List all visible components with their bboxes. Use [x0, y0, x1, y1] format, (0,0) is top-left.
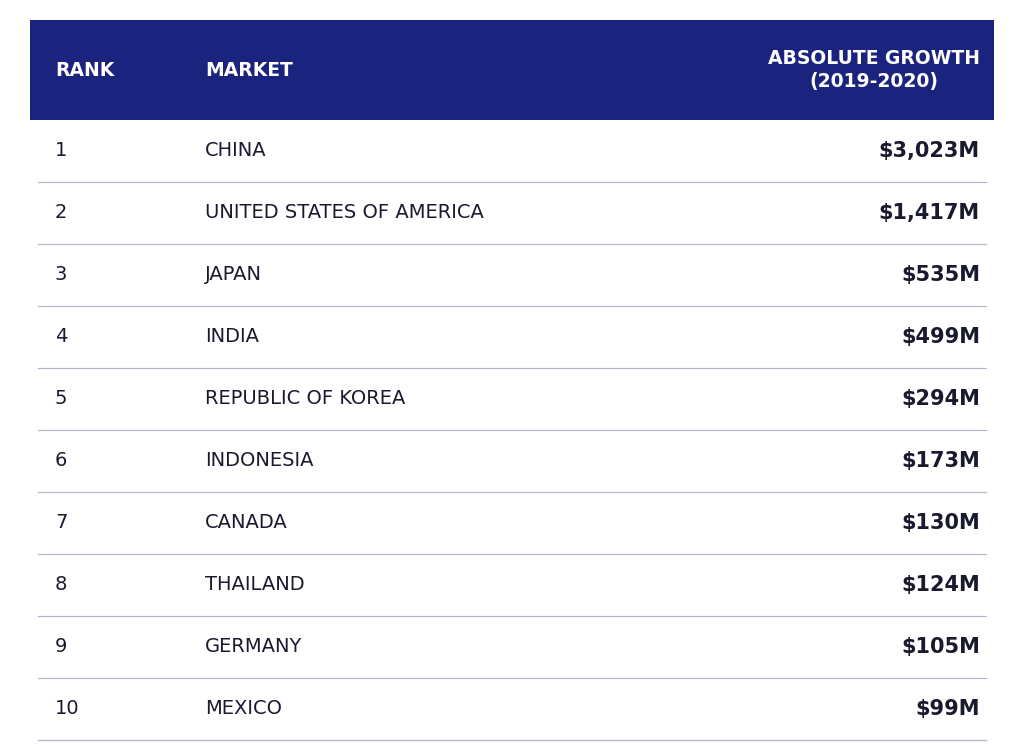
Text: $535M: $535M [901, 265, 980, 285]
FancyBboxPatch shape [30, 20, 994, 120]
Text: $1,417M: $1,417M [879, 203, 980, 223]
Text: 2: 2 [55, 204, 68, 222]
FancyBboxPatch shape [30, 616, 994, 678]
Text: 5: 5 [55, 390, 68, 409]
Text: 10: 10 [55, 699, 80, 719]
Text: INDIA: INDIA [205, 327, 259, 346]
FancyBboxPatch shape [30, 430, 994, 492]
Text: $105M: $105M [901, 637, 980, 657]
Text: REPUBLIC OF KOREA: REPUBLIC OF KOREA [205, 390, 406, 409]
FancyBboxPatch shape [30, 492, 994, 554]
Text: ABSOLUTE GROWTH
(2019-2020): ABSOLUTE GROWTH (2019-2020) [768, 50, 980, 91]
FancyBboxPatch shape [30, 120, 994, 182]
Text: $130M: $130M [901, 513, 980, 533]
Text: 9: 9 [55, 638, 68, 656]
Text: CHINA: CHINA [205, 141, 266, 161]
Text: CANADA: CANADA [205, 514, 288, 532]
Text: MEXICO: MEXICO [205, 699, 282, 719]
Text: $173M: $173M [901, 451, 980, 471]
FancyBboxPatch shape [30, 368, 994, 430]
FancyBboxPatch shape [30, 678, 994, 740]
Text: $294M: $294M [901, 389, 980, 409]
Text: 3: 3 [55, 266, 68, 285]
Text: INDONESIA: INDONESIA [205, 451, 313, 470]
Text: 8: 8 [55, 575, 68, 595]
Text: 7: 7 [55, 514, 68, 532]
Text: GERMANY: GERMANY [205, 638, 302, 656]
Text: RANK: RANK [55, 61, 115, 80]
Text: MARKET: MARKET [205, 61, 293, 80]
Text: 6: 6 [55, 451, 68, 470]
Text: 1: 1 [55, 141, 68, 161]
Text: $99M: $99M [915, 699, 980, 719]
Text: $124M: $124M [901, 575, 980, 595]
Text: UNITED STATES OF AMERICA: UNITED STATES OF AMERICA [205, 204, 484, 222]
Text: JAPAN: JAPAN [205, 266, 262, 285]
FancyBboxPatch shape [30, 182, 994, 244]
Text: 4: 4 [55, 327, 68, 346]
FancyBboxPatch shape [30, 244, 994, 306]
Text: $499M: $499M [901, 327, 980, 347]
FancyBboxPatch shape [30, 554, 994, 616]
Text: $3,023M: $3,023M [879, 141, 980, 161]
FancyBboxPatch shape [30, 306, 994, 368]
Text: THAILAND: THAILAND [205, 575, 304, 595]
